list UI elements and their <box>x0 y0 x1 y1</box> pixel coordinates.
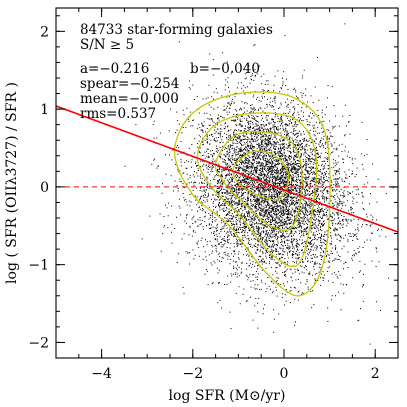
stat-b: b=−0.040 <box>190 61 260 77</box>
point-cloud <box>124 23 395 358</box>
data-points <box>124 23 395 358</box>
y-axis-label: log ( SFR (OIIλ3727) / SFR ) <box>4 82 20 284</box>
stat-rms: rms=0.537 <box>80 106 156 122</box>
stat-a: a=−0.216 <box>80 61 149 77</box>
plot-frame <box>55 7 399 359</box>
x-tick-label: 2 <box>371 366 380 382</box>
reference-lines <box>56 105 398 233</box>
y-tick-label: 0 <box>40 180 49 196</box>
axis-ticks: −4 −2 0 2 −2 −1 0 1 2 <box>28 8 399 382</box>
y-tick-label: 2 <box>40 24 49 40</box>
density-contours <box>173 91 331 297</box>
fit-line <box>56 105 398 233</box>
contour-outer <box>173 91 331 297</box>
stat-mean: mean=−0.000 <box>80 91 179 107</box>
y-tick-label: −2 <box>28 335 49 351</box>
x-tick-label: 0 <box>280 366 289 382</box>
contour-inner <box>214 131 303 231</box>
y-tick-label: −1 <box>28 258 49 274</box>
x-axis-label: log SFR (M⊙/yr) <box>169 388 286 404</box>
x-tick-label: −2 <box>182 366 203 382</box>
stat-spear: spear=−0.254 <box>80 76 179 92</box>
x-tick-label: −4 <box>91 366 112 382</box>
contour-mid <box>196 112 318 268</box>
chart-title: 84733 star-forming galaxies <box>80 22 273 38</box>
y-tick-label: 1 <box>40 102 49 118</box>
contour-core <box>232 150 290 201</box>
chart-subtitle: S/N ≥ 5 <box>80 37 134 53</box>
